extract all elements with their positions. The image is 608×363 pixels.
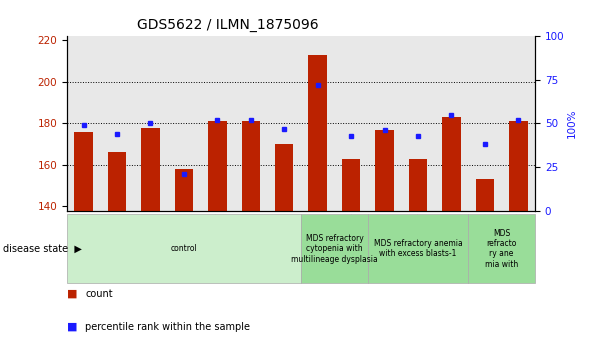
Bar <box>141 127 160 211</box>
Text: MDS refractory
cytopenia with
multilineage dysplasia: MDS refractory cytopenia with multilinea… <box>291 234 378 264</box>
Y-axis label: 100%: 100% <box>567 109 577 138</box>
Text: count: count <box>85 289 112 299</box>
Text: MDS refractory anemia
with excess blasts-1: MDS refractory anemia with excess blasts… <box>374 239 462 258</box>
Text: ■: ■ <box>67 322 77 332</box>
Bar <box>275 144 294 211</box>
Bar <box>208 121 227 211</box>
Bar <box>409 159 427 211</box>
Bar <box>342 159 361 211</box>
Text: ■: ■ <box>67 289 77 299</box>
Text: disease state  ▶: disease state ▶ <box>3 244 82 254</box>
Bar <box>308 55 327 211</box>
Text: GDS5622 / ILMN_1875096: GDS5622 / ILMN_1875096 <box>137 19 319 33</box>
Bar <box>241 121 260 211</box>
Text: MDS
refracto
ry ane
mia with: MDS refracto ry ane mia with <box>485 229 518 269</box>
Bar <box>442 117 461 211</box>
Text: percentile rank within the sample: percentile rank within the sample <box>85 322 250 332</box>
Bar <box>108 152 126 211</box>
Bar <box>375 130 394 211</box>
Bar <box>475 179 494 211</box>
Text: control: control <box>171 244 197 253</box>
Bar <box>174 169 193 211</box>
Bar <box>509 121 528 211</box>
Bar <box>74 132 93 211</box>
